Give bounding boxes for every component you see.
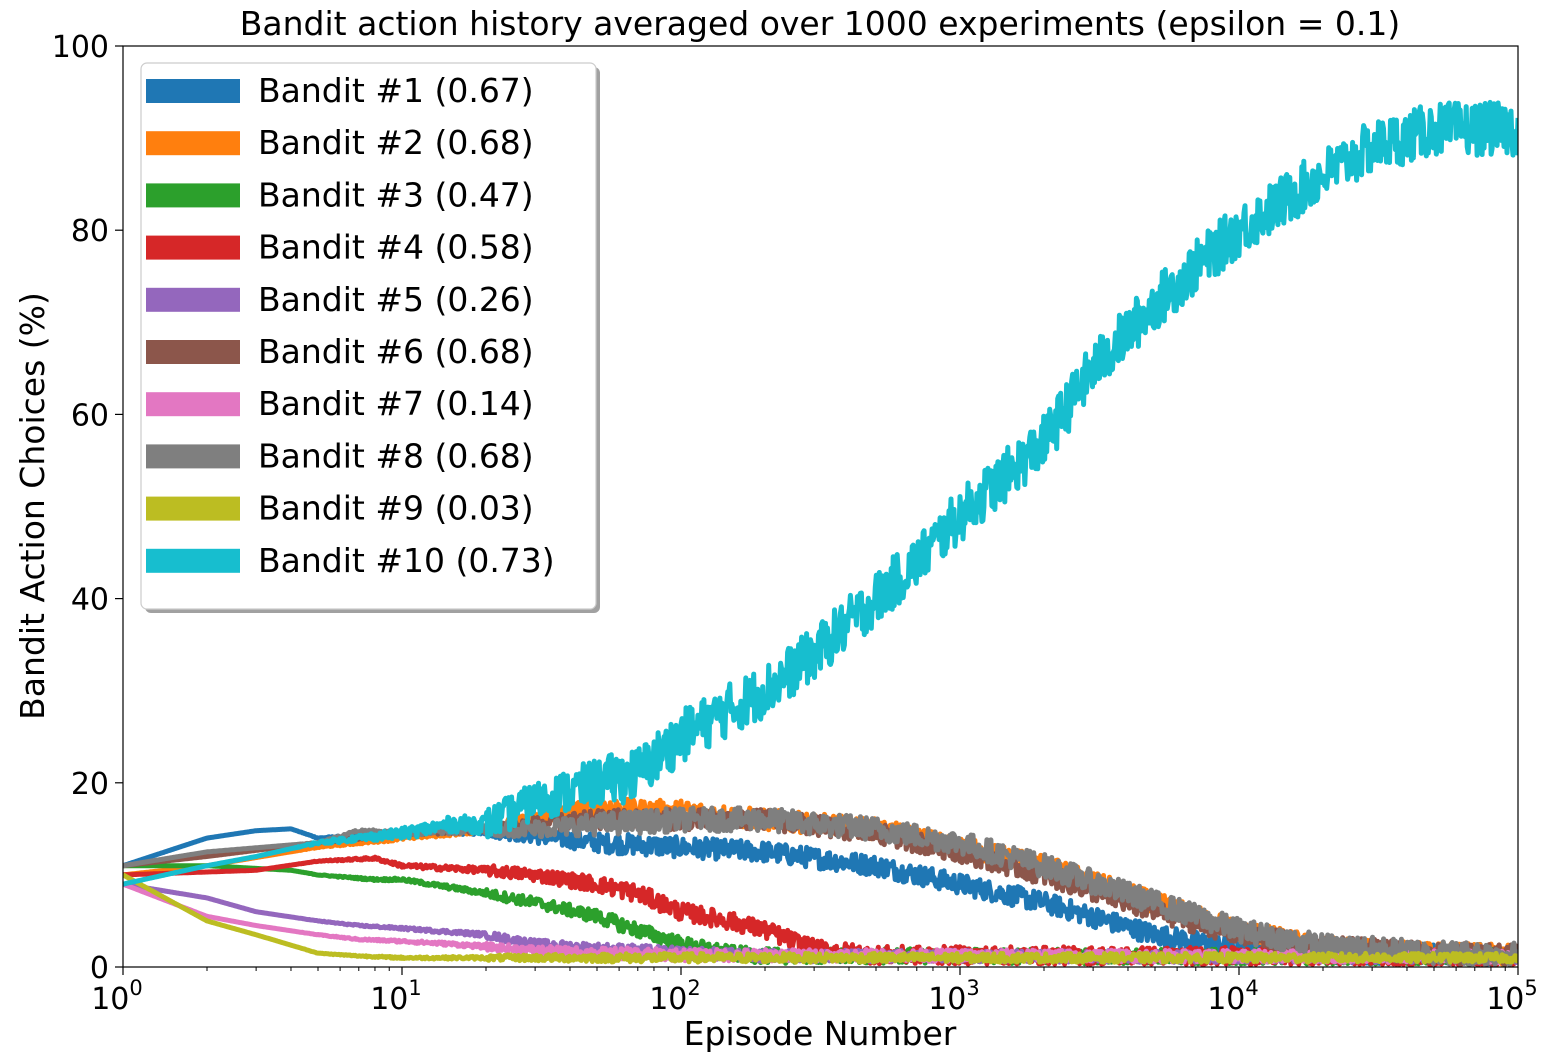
legend-label: Bandit #9 (0.03) [258,489,534,528]
y-tick-label: 0 [90,951,109,986]
x-tick-label: 102 [649,976,701,1017]
legend-label: Bandit #10 (0.73) [258,541,555,580]
chart-title: Bandit action history averaged over 1000… [240,4,1400,43]
x-tick-label: 103 [928,976,980,1017]
plot-area [123,99,1518,967]
legend-swatch [146,392,240,417]
legend-label: Bandit #3 (0.47) [258,175,534,214]
legend-label: Bandit #2 (0.68) [258,123,534,162]
legend-label: Bandit #4 (0.58) [258,228,534,267]
legend-label: Bandit #6 (0.68) [258,332,534,371]
y-tick-label: 40 [71,583,109,618]
legend-box [140,62,597,610]
x-tick-label: 105 [1486,976,1538,1017]
y-axis-label: Bandit Action Choices (%) [13,292,52,720]
y-tick-label: 80 [71,214,109,249]
y-tick-label: 20 [71,767,109,802]
y-tick-label: 100 [52,30,109,65]
x-tick-label: 101 [370,976,422,1017]
legend-swatch [146,79,240,103]
legend-label: Bandit #5 (0.26) [258,280,534,319]
series-line-8 [123,805,1518,967]
series-line-10 [123,99,1518,887]
legend-swatch [146,444,240,469]
legend-swatch [146,496,240,521]
x-tick-label: 100 [91,976,143,1017]
x-tick-label: 104 [1207,976,1259,1017]
y-tick-label: 60 [71,398,109,433]
legend: Bandit #1 (0.67) Bandit #2 (0.68) Bandit #… [140,62,600,613]
legend-swatch [146,183,240,208]
x-axis-label: Episode Number [684,1014,957,1053]
legend-swatch [146,131,240,156]
legend-label: Bandit #1 (0.67) [258,71,534,110]
legend-swatch [146,287,240,312]
legend-swatch [146,548,240,573]
legend-label: Bandit #7 (0.14) [258,384,534,423]
axes-frame [122,45,1519,968]
legend-swatch [146,235,240,260]
series-line-9 [123,872,1518,965]
axis-ticks: 100 101 102 103 104 105 0 20 40 60 80 100 [52,30,1538,1017]
legend-label: Bandit #8 (0.68) [258,436,534,475]
legend-swatch [146,340,240,364]
